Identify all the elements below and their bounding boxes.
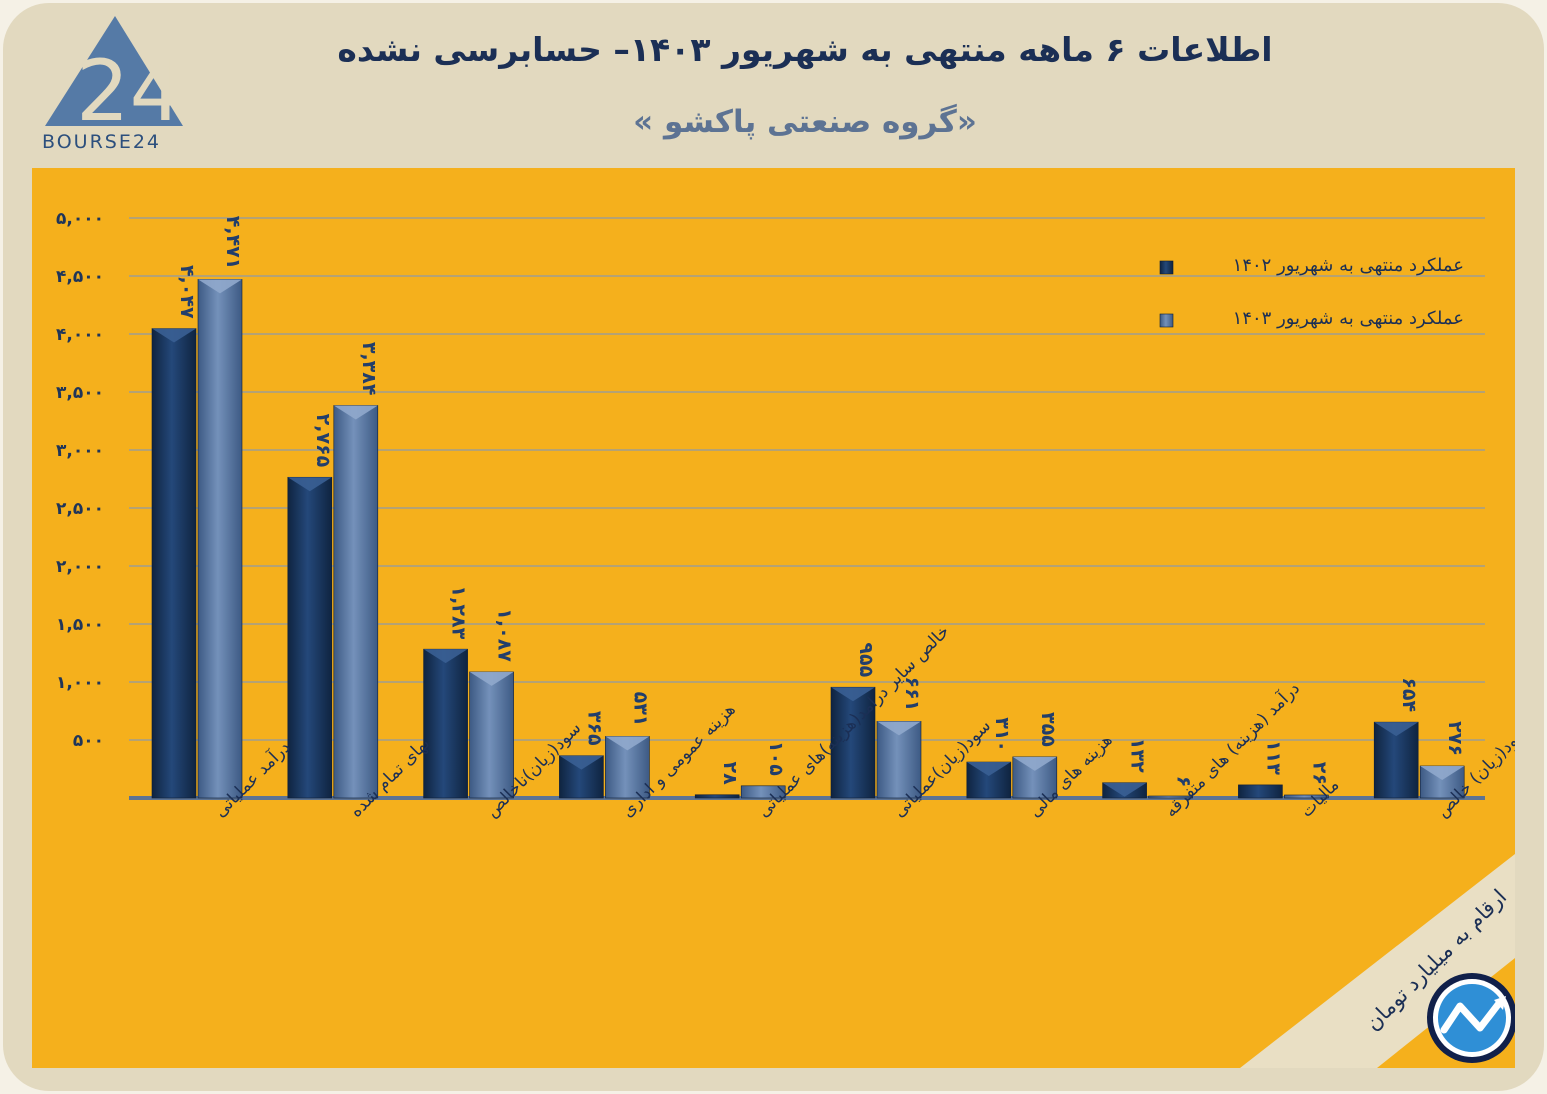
data-label: ۲۶ <box>1308 762 1330 785</box>
bar-bevel <box>559 755 604 770</box>
bar-1402 <box>830 686 876 799</box>
y-tick-label: ۳,۰۰۰ <box>56 441 104 461</box>
data-label: ۱,۰۸۷ <box>494 608 516 662</box>
page-title: اطلاعات ۶ ماهه منتهی به شهریور ۱۴۰۳– حسا… <box>337 30 1273 69</box>
bar-bevel <box>966 762 1011 777</box>
bar-1402 <box>287 476 333 799</box>
data-label: ۴,۴۷۱ <box>222 216 244 270</box>
bar-chart: ۵,۰۰۰ ۴,۵۰۰ ۴,۰۰۰ ۳,۵۰۰ ۳,۰۰۰ ۲,۵۰۰ ۲,۰۰۰ ۱,۵۰۰… <box>32 168 1515 1068</box>
page-subtitle: «گروه صنعتی پاکشو » <box>633 104 977 140</box>
bar-bevel <box>605 736 650 751</box>
bar-1403 <box>197 279 243 799</box>
y-tick-label: ۵,۰۰۰ <box>56 209 104 229</box>
bars <box>151 279 1465 799</box>
data-label: ۳۱۰ <box>991 717 1013 752</box>
bar-bevel <box>198 279 242 294</box>
legend-swatch-1402 <box>1159 260 1174 275</box>
y-axis-ticks: ۵,۰۰۰ ۴,۵۰۰ ۴,۰۰۰ ۳,۵۰۰ ۳,۰۰۰ ۲,۵۰۰ ۲,۰۰۰ ۱,۵۰۰… <box>56 209 104 751</box>
data-label: ۵۳۱ <box>629 692 651 727</box>
data-label: ۲۷۶ <box>1444 721 1466 756</box>
bar-bevel <box>1102 782 1147 797</box>
bar-bevel <box>152 328 196 343</box>
data-label: ۹۵۵ <box>855 642 877 677</box>
legend-label: عملکرد منتهی به شهریور ۱۴۰۲ <box>1233 255 1464 276</box>
data-label: ۲,۷۶۵ <box>312 414 334 468</box>
y-tick-label: ۲,۰۰۰ <box>56 557 104 577</box>
bar-1403 <box>740 785 786 799</box>
svg-text:24: 24 <box>76 42 183 140</box>
bar-1403 <box>333 405 379 799</box>
corner-ribbon <box>1240 854 1515 1068</box>
bourse24-logo: 24 <box>45 16 183 140</box>
bar-bevel <box>333 405 378 420</box>
y-tick-label: ۱,۰۰۰ <box>56 673 104 693</box>
data-label: ۶ <box>1173 776 1195 788</box>
bar-1403 <box>1148 795 1193 799</box>
value-labels: ۴,۰۴۷ ۴,۴۷۱ ۲,۷۶۵ ۳,۳۸۴ ۱,۲۸۳ ۱,۰۸۷ ۳۶۵ ۵۳۱ ۲۸ ۱۰… <box>176 216 1466 788</box>
data-label: ۶۵۴ <box>1398 677 1420 712</box>
bar-1402 <box>423 648 468 799</box>
bar-1402 <box>1238 784 1283 799</box>
bar-bevel <box>469 671 514 686</box>
plot-background <box>32 168 1515 1068</box>
bar-bevel <box>877 721 921 736</box>
data-label: ۳۶۵ <box>583 711 605 746</box>
bar-bevel <box>831 687 875 702</box>
legend-label: عملکرد منتهی به شهریور ۱۴۰۳ <box>1233 308 1464 329</box>
data-label: ۳۵۵ <box>1037 712 1059 747</box>
bar-bevel <box>1420 765 1465 780</box>
bar-1403 <box>469 671 514 799</box>
bar-1403 <box>1284 794 1329 799</box>
bar-bevel <box>287 477 332 492</box>
bar-bevel <box>423 649 468 664</box>
y-tick-label: ۳,۵۰۰ <box>56 383 104 403</box>
bar-1402 <box>151 328 197 799</box>
y-tick-label: ۴,۰۰۰ <box>56 325 104 345</box>
data-label: ۴,۰۴۷ <box>176 265 198 319</box>
logo-text: BOURSE24 <box>42 131 162 153</box>
bar-bevel <box>1012 756 1057 771</box>
y-tick-label: ۲,۵۰۰ <box>56 499 104 519</box>
data-label: ۱۰۵ <box>765 741 787 776</box>
data-label: ۲۸ <box>719 762 741 786</box>
data-label: ۱۳۲ <box>1127 738 1149 773</box>
bar-bevel <box>1374 722 1419 737</box>
y-tick-label: ۴,۵۰۰ <box>56 267 104 287</box>
data-label: ۱۱۳ <box>1262 740 1284 775</box>
legend-swatch-1403 <box>1159 313 1174 328</box>
y-tick-label: ۵۰۰ <box>73 731 104 751</box>
bar-1402 <box>694 794 740 799</box>
legend: عملکرد منتهی به شهریور ۱۴۰۲ عملکرد منتهی … <box>1159 255 1464 329</box>
data-label: ۱,۲۸۳ <box>448 586 470 640</box>
y-tick-label: ۱,۵۰۰ <box>56 615 104 635</box>
brand-circle-icon <box>1427 973 1515 1063</box>
data-label: ۳,۳۸۴ <box>358 342 380 396</box>
data-label: ۶۶۱ <box>901 677 923 712</box>
